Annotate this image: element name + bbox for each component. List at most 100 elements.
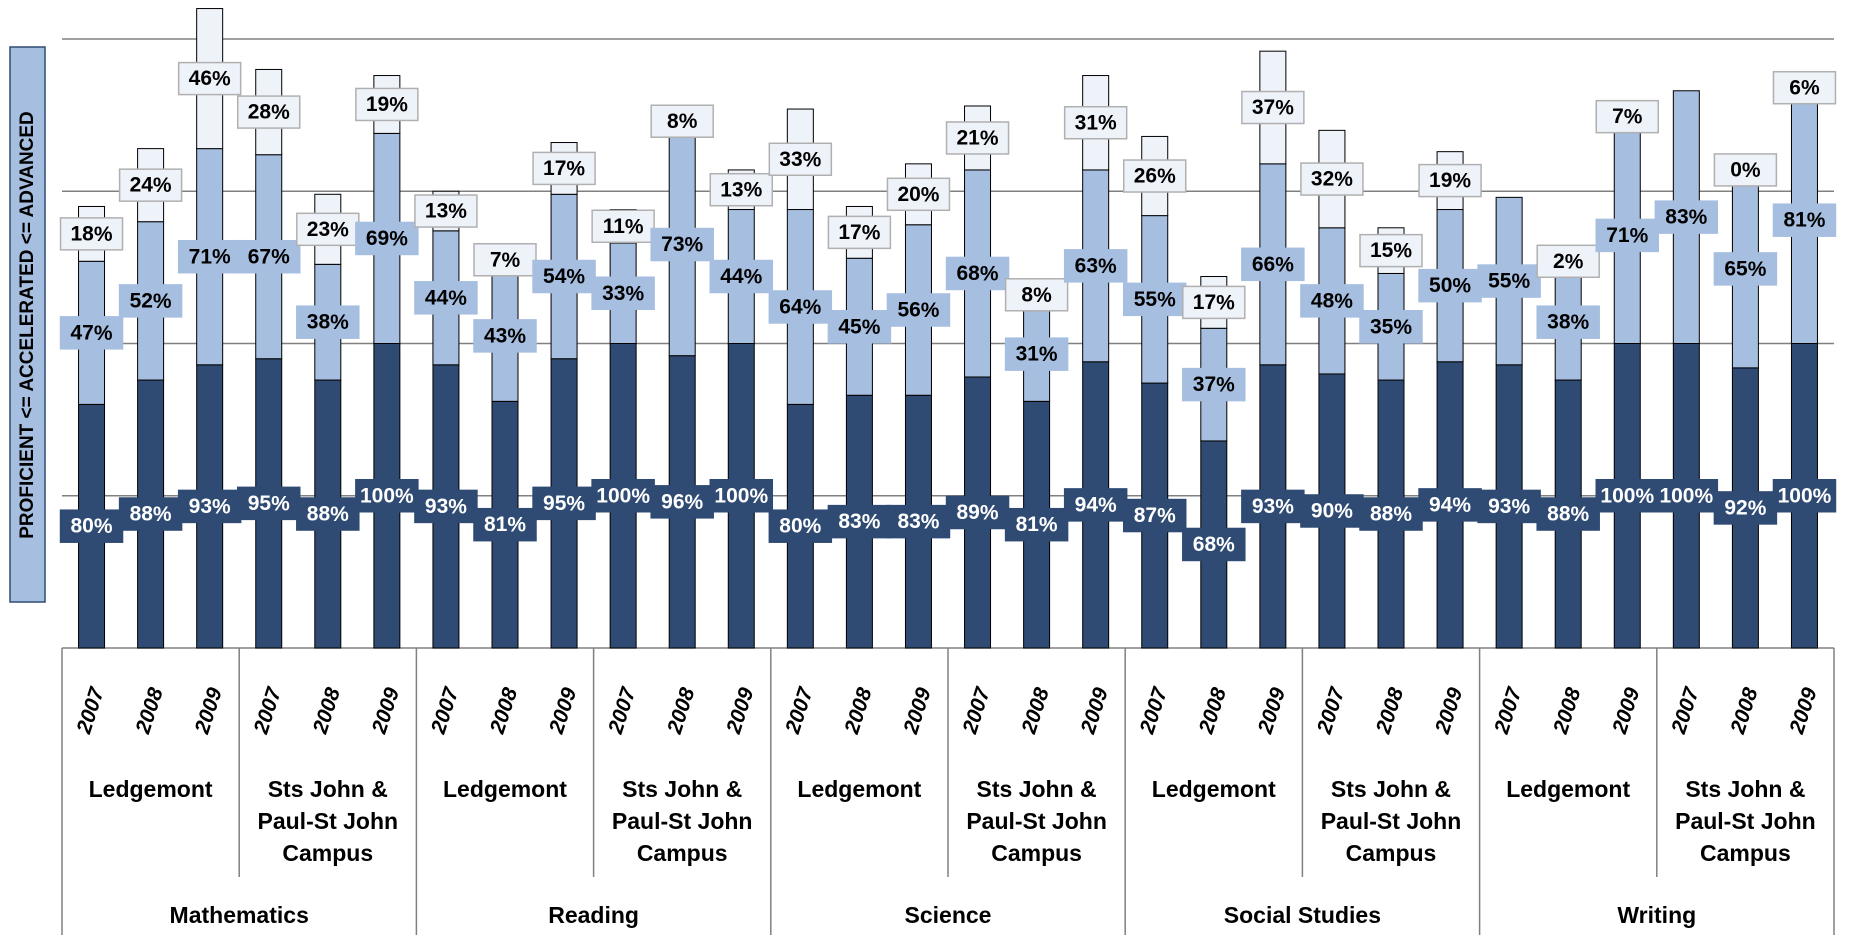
x-tick-label: 2008 [1549,685,1586,738]
x-tick-label: 2008 [486,685,523,738]
percent-sign: % [980,501,999,524]
value-label: 95% [236,486,301,521]
value-label: 26% [1122,159,1187,193]
percent-sign: % [389,93,408,116]
x-tick-label: 2008 [840,685,877,738]
value-label: 88% [296,497,360,531]
percent-sign: % [330,311,349,334]
percent-sign: % [1452,169,1471,192]
value-label: 44% [709,259,774,294]
value-label-box [414,489,478,524]
value-label-text: 83% [1665,206,1707,229]
value-label-box [1122,159,1187,193]
y-axis-label: PROFICIENT <= ACCELERATED <= ADVANCED [17,111,38,539]
value-label-text: 93% [1488,495,1530,518]
value-label: 73% [650,227,714,262]
percent-sign: % [566,492,585,515]
school-label: Ledgemont [443,776,567,802]
percent-sign: % [921,299,940,322]
value-label-text: 81% [484,513,526,536]
value-label-box [1418,488,1482,522]
percent-sign: % [212,67,231,90]
value-label-text: 43% [484,324,526,347]
value-label: 69% [355,221,419,256]
value-label: 24% [118,168,183,202]
percent-sign: % [744,265,763,288]
subject-label: Social Studies [1223,902,1381,928]
x-tick-label: 2008 [1726,685,1763,738]
value-label-text: 18% [71,222,113,245]
value-label: 15% [1359,233,1423,268]
value-label-text: 100% [596,484,650,507]
value-label: 93% [1241,489,1305,524]
value-label: 19% [1418,163,1482,198]
value-label-text: 80% [71,515,113,538]
value-label: 64% [768,290,833,324]
value-label-box [1241,247,1305,282]
percent-sign: % [1801,76,1820,99]
value-label: 28% [236,95,301,129]
x-tick-label: 2009 [1785,685,1822,738]
x-tick-label: 2009 [1608,685,1645,738]
percent-sign: % [271,245,290,268]
school-label: Sts John & Paul-St John Campus [257,776,399,866]
value-label: 8% [1004,278,1069,312]
percent-sign: % [507,324,526,347]
x-tick-label: 2007 [604,684,641,738]
value-label-box [1300,162,1364,196]
percent-sign: % [1624,105,1643,128]
x-tick-label: 2007 [1313,684,1350,738]
value-label-text: 66% [1252,253,1294,276]
value-label-text: 71% [1606,224,1648,247]
value-label-box [1595,99,1660,134]
value-label-box [1004,507,1069,542]
percent-sign: % [803,296,822,319]
value-label: 100% [591,479,655,513]
value-label-box [118,497,183,531]
percent-sign: % [625,215,644,238]
value-label-text: 68% [1193,533,1235,556]
x-tick-label: 2007 [1490,684,1527,738]
value-label: 33% [768,142,833,177]
percent-sign: % [389,227,408,250]
value-label-box [118,284,183,318]
percent-sign: % [1393,503,1412,526]
value-label: 17% [532,151,596,186]
value-label-box [1418,163,1482,198]
percent-sign: % [679,110,698,133]
percent-sign: % [625,282,644,305]
percent-sign: % [94,321,113,344]
value-label: 21% [945,121,1010,155]
value-label-box [236,95,301,129]
value-label-text: 7% [1612,105,1643,128]
value-label-text: 92% [1724,496,1766,519]
value-label-box [768,509,833,543]
percent-sign: % [1565,250,1584,273]
percent-sign: % [94,515,113,538]
value-label: 68% [1182,527,1246,562]
percent-sign: % [862,221,881,244]
value-label: 83% [886,504,951,539]
value-label-text: 47% [71,321,113,344]
percent-sign: % [1695,484,1714,507]
value-label-text: 45% [838,315,880,338]
percent-sign: % [921,183,940,206]
x-tick-label: 2009 [1076,685,1113,738]
percent-sign: % [1807,209,1826,232]
x-tick-label: 2007 [249,684,286,738]
value-label-box [355,221,419,256]
value-label: 63% [1063,249,1128,283]
percent-sign: % [1275,96,1294,119]
value-label: 88% [1536,497,1600,531]
value-label: 38% [1536,305,1600,339]
value-label: 80% [59,509,124,543]
value-label-text: 33% [779,148,821,171]
value-label-text: 69% [366,227,408,250]
percent-sign: % [803,148,822,171]
value-label-box [473,243,537,277]
value-label-box [827,310,892,344]
value-label-box [1595,218,1660,253]
value-label-box [650,104,714,138]
value-label: 100% [709,479,774,513]
